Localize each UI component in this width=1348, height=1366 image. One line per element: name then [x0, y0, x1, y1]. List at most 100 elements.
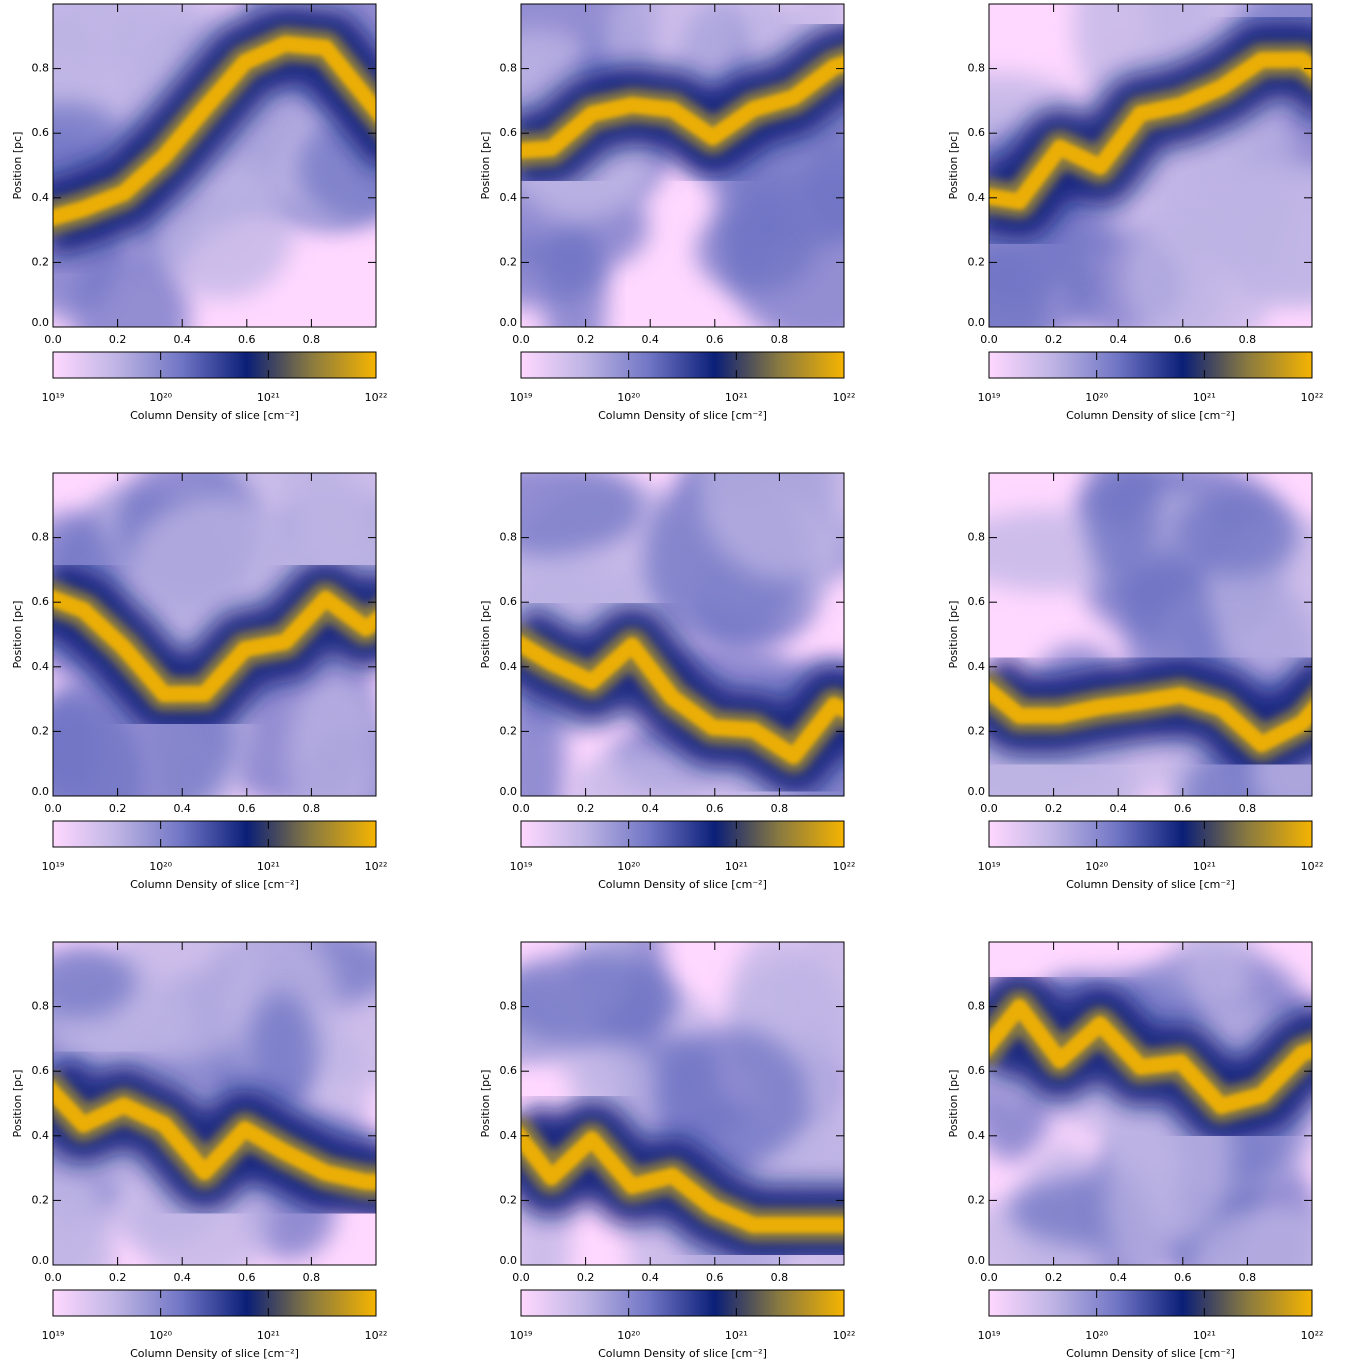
- y-tick-label: 0.2: [32, 1193, 50, 1206]
- panel: 0.0 0.2 0.4 0.6 0.8 0.0 0.2 0.4 0.6 0.8 Position […: [479, 3, 855, 422]
- cloud: [1103, 1107, 1183, 1265]
- x-tick-label: 0.6: [238, 1271, 256, 1284]
- colorbar-tick-label: 10¹⁹: [978, 860, 1001, 873]
- x-tick-label: 0.6: [1174, 333, 1192, 346]
- colorbar-tick-label: 10¹⁹: [42, 391, 65, 404]
- x-tick-label: 0.6: [706, 802, 724, 815]
- density-image: [989, 4, 1312, 327]
- colorbar-tick-label: 10²⁰: [149, 1329, 172, 1342]
- colorbar-tick-label: 10²²: [365, 391, 388, 404]
- y-tick-label: 0.6: [968, 126, 986, 139]
- colorbar-tick-label: 10²¹: [257, 391, 280, 404]
- colorbar-tick-label: 10¹⁹: [42, 1329, 65, 1342]
- colorbar-tick-label: 10²¹: [725, 1329, 748, 1342]
- x-tick-label: 0.2: [1045, 1271, 1063, 1284]
- y-tick-label: 0.8: [968, 1000, 986, 1013]
- plot-frame: [52, 472, 377, 797]
- density-image: [521, 473, 844, 796]
- y-tick-label: 0.0: [32, 785, 50, 798]
- cloud: [805, 136, 844, 237]
- colorbar-tick-label: 10²²: [365, 1329, 388, 1342]
- cloud: [53, 102, 124, 171]
- colorbar-tick-label: 10²¹: [1193, 391, 1216, 404]
- y-axis-label: Position [pc]: [479, 132, 492, 200]
- cloud: [1191, 1205, 1312, 1265]
- x-tick-label: 0.2: [1045, 802, 1063, 815]
- y-tick-label: 0.6: [32, 1064, 50, 1077]
- colorbar: [52, 351, 377, 379]
- colorbar-tick-label: 10²²: [1301, 860, 1324, 873]
- panel: 0.0 0.2 0.4 0.6 0.8 0.0 0.2 0.4 0.6 0.8 Position […: [479, 472, 855, 891]
- colorbar-tick-label: 10²⁰: [149, 391, 172, 404]
- panel: 0.0 0.2 0.4 0.6 0.8 0.0 0.2 0.4 0.6 0.8 Position […: [11, 941, 388, 1360]
- colorbar-label: Column Density of slice [cm⁻²]: [598, 409, 767, 422]
- x-tick-label: 0.6: [1174, 802, 1192, 815]
- x-tick-label: 0.6: [706, 1271, 724, 1284]
- density-image: [53, 4, 376, 327]
- y-tick-label: 0.0: [500, 785, 518, 798]
- density-image: [521, 942, 844, 1265]
- y-tick-label: 0.8: [500, 531, 518, 544]
- y-tick-label: 0.6: [500, 595, 518, 608]
- cloud: [1173, 490, 1298, 577]
- x-tick-label: 0.0: [512, 333, 530, 346]
- filament: [989, 51, 1312, 210]
- x-tick-label: 0.4: [641, 333, 659, 346]
- y-tick-label: 0.2: [968, 724, 986, 737]
- panel: 0.0 0.2 0.4 0.6 0.8 0.0 0.2 0.4 0.6 0.8 Position […: [947, 3, 1323, 422]
- y-tick-label: 0.4: [500, 191, 518, 204]
- y-tick-label: 0.8: [32, 531, 50, 544]
- x-tick-label: 0.8: [303, 1271, 321, 1284]
- y-axis-label: Position [pc]: [11, 132, 24, 200]
- colorbar-label: Column Density of slice [cm⁻²]: [598, 1347, 767, 1360]
- plot-frame: [520, 3, 845, 328]
- cloud: [521, 681, 567, 796]
- colorbar-label: Column Density of slice [cm⁻²]: [1066, 878, 1235, 891]
- colorbar: [988, 351, 1313, 379]
- density-image: [53, 942, 376, 1265]
- x-tick-label: 0.8: [1239, 802, 1257, 815]
- filament: [989, 680, 1312, 753]
- y-tick-label: 0.8: [968, 62, 986, 75]
- colorbar-tick-label: 10²⁰: [617, 860, 640, 873]
- y-tick-label: 0.4: [32, 191, 50, 204]
- y-tick-label: 0.6: [32, 595, 50, 608]
- colorbar: [520, 351, 845, 379]
- panel: 0.0 0.2 0.4 0.6 0.8 0.0 0.2 0.4 0.6 0.8 Position […: [11, 3, 388, 422]
- y-tick-label: 0.6: [32, 126, 50, 139]
- x-tick-label: 0.2: [109, 802, 127, 815]
- cloud: [521, 473, 644, 556]
- y-tick-label: 0.4: [32, 660, 50, 673]
- colorbar-tick-label: 10²²: [1301, 1329, 1324, 1342]
- cloud: [287, 674, 376, 796]
- cloud: [521, 952, 680, 1048]
- colorbar-tick-label: 10²¹: [725, 391, 748, 404]
- density-image: [521, 4, 844, 327]
- x-tick-label: 0.2: [1045, 333, 1063, 346]
- plot-frame: [52, 941, 377, 1266]
- filament: [521, 1125, 844, 1233]
- plot-frame: [520, 941, 845, 1266]
- x-tick-label: 0.8: [771, 802, 789, 815]
- x-tick-label: 0.4: [173, 1271, 191, 1284]
- y-tick-label: 0.2: [500, 255, 518, 268]
- panel: 0.0 0.2 0.4 0.6 0.8 0.0 0.2 0.4 0.6 0.8 Position […: [947, 941, 1324, 1360]
- y-tick-label: 0.6: [500, 1064, 518, 1077]
- cloud: [655, 1027, 810, 1178]
- y-axis-label: Position [pc]: [479, 1070, 492, 1138]
- colorbar-tick-label: 10²⁰: [617, 391, 640, 404]
- y-tick-label: 0.2: [500, 724, 518, 737]
- plot-frame: [520, 472, 845, 797]
- plot-frame: [988, 472, 1313, 797]
- filament: [521, 55, 844, 159]
- y-tick-label: 0.8: [32, 62, 50, 75]
- x-tick-label: 0.0: [44, 1271, 62, 1284]
- y-tick-label: 0.8: [968, 531, 986, 544]
- cloud: [247, 993, 317, 1112]
- density-image: [989, 942, 1312, 1265]
- x-tick-label: 0.0: [980, 1271, 998, 1284]
- y-tick-label: 0.2: [968, 255, 986, 268]
- x-tick-label: 0.4: [1109, 333, 1127, 346]
- colorbar: [52, 1289, 377, 1317]
